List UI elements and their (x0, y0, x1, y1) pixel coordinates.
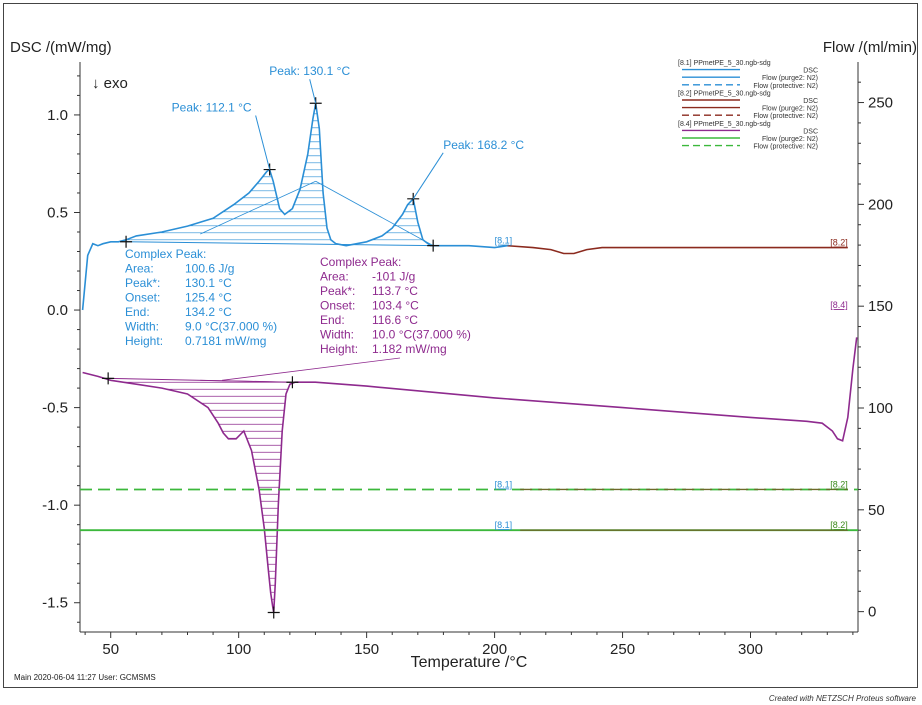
series-line-2 (82, 337, 858, 613)
complex-peak-label: Peak*: (125, 276, 160, 290)
x-tick-label: 300 (738, 641, 763, 658)
legend-entry: Flow (purge2: N2) (762, 75, 818, 82)
y-tick-label-left: 0.5 (47, 204, 68, 221)
legend-header: [8.1] PPmetPE_5_30.ngb-sdg (678, 60, 771, 67)
x-tick-label: 50 (102, 641, 119, 658)
complex-peak-value: 113.7 °C (372, 284, 418, 298)
segment-label: [8.4] (830, 300, 848, 310)
y-tick-label-right: 0 (868, 604, 876, 621)
legend-entry: Flow (protective: N2) (753, 83, 818, 90)
peak-label: Peak: 168.2 °C (443, 138, 524, 152)
peak-label: Peak: 130.1 °C (269, 64, 350, 78)
complex-peak-value: 9.0 °C(37.000 %) (185, 320, 277, 334)
x-axis-label: Temperature /°C (411, 654, 528, 671)
legend-entry: DSC (803, 128, 818, 135)
y-tick-label-left: 0.0 (47, 302, 68, 319)
legend-header: [8.2] PPmetPE_5_30.ngb-sdg (678, 90, 771, 97)
complex-peak-label: End: (125, 305, 150, 319)
segment-label: [8.2] (830, 520, 848, 530)
segment-label: [8.2] (830, 479, 848, 489)
complex-peak-value: 103.4 °C (372, 299, 419, 313)
construction-line (315, 180, 434, 247)
annotations: Peak: 112.1 °C Peak: 130.1 °C Peak: 168.2 … (102, 64, 848, 619)
peak-leader-line (255, 115, 271, 170)
y-tick-label-left: -1.5 (42, 595, 68, 612)
complex-peak-value: 0.7181 mW/mg (185, 334, 266, 348)
legend-entry: Flow (protective: N2) (753, 144, 818, 151)
segment-label: [8.2] (830, 238, 848, 248)
legend-entry: DSC (803, 98, 818, 105)
peak-marker (120, 235, 133, 248)
y-tick-label-right: 150 (868, 298, 893, 315)
complex-peak-value: 130.1 °C (185, 276, 232, 290)
complex-peak-value: 1.182 mW/mg (372, 342, 447, 356)
legend-entry: Flow (purge2: N2) (762, 106, 818, 113)
segment-label: [8.1] (495, 520, 513, 530)
series-line-1 (507, 244, 848, 255)
series (80, 103, 858, 613)
segment-label: [8.1] (495, 479, 513, 489)
construction-line (200, 180, 316, 235)
complex-peak-label: Complex Peak: (320, 255, 401, 269)
axes: 50 100 150 200 250 300 1.0 0.5 0.0 -0.5 -1.0 -1.5 25… (10, 39, 917, 671)
peak-marker (286, 376, 299, 389)
complex-peak-label: Width: (125, 320, 159, 334)
chart-frame (3, 3, 918, 688)
y-tick-label-right: 200 (868, 196, 893, 213)
complex-peak-value: 125.4 °C (185, 291, 232, 305)
complex-peak-value: 100.6 J/g (185, 262, 234, 276)
complex-peak-label: Height: (125, 334, 163, 348)
y-tick-label-left: -1.0 (42, 497, 68, 514)
x-tick-label: 200 (482, 641, 507, 658)
peak-leader-line (412, 152, 444, 200)
complex-peak-value: 116.6 °C (372, 313, 418, 327)
y-axis-label-right: Flow /(ml/min) (823, 39, 917, 56)
complex-peak-value: 134.2 °C (185, 305, 232, 319)
footer-info: Main 2020-06-04 11:27 User: GCMSMS (14, 673, 156, 682)
y-axis-label-left: DSC /(mW/mg) (10, 39, 112, 56)
complex-peak-value: 10.0 °C(37.000 %) (372, 328, 471, 342)
peak-marker (102, 372, 115, 385)
y-tick-label-left: 1.0 (47, 107, 68, 124)
segment-label: [8.1] (495, 236, 513, 246)
x-tick-label: 100 (226, 641, 251, 658)
peak-marker (267, 606, 280, 619)
peak-label: Peak: 112.1 °C (172, 101, 252, 115)
legend-entry: DSC (803, 68, 818, 75)
complex-peak-label: Area: (320, 270, 349, 284)
complex-peak-label: Width: (320, 328, 354, 342)
complex-peak-label: Onset: (125, 291, 160, 305)
peak-area-hatching (108, 106, 434, 607)
complex-peak-label: Complex Peak: (125, 247, 206, 261)
series-line-0 (81, 103, 508, 311)
legend-entry: Flow (purge2: N2) (762, 136, 818, 143)
complex-peak-label: Peak*: (320, 284, 355, 298)
complex-peak-leader (221, 357, 401, 381)
y-tick-label-right: 50 (868, 502, 885, 519)
legend-entry: Flow (protective: N2) (753, 113, 818, 120)
complex-peak-value: -101 J/g (372, 270, 415, 284)
complex-peak-label: End: (320, 313, 345, 327)
exo-indicator: ↓ exo (92, 75, 128, 92)
x-tick-label: 150 (354, 641, 379, 658)
legend-header: [8.4] PPmetPE_5_30.ngb-sdg (678, 121, 771, 128)
complex-peak-label: Area: (125, 262, 154, 276)
peak-marker (263, 163, 276, 176)
y-tick-label-right: 250 (868, 95, 893, 112)
y-tick-label-left: -0.5 (42, 400, 68, 417)
footer-credit: Created with NETZSCH Proteus software (768, 694, 916, 703)
baseline-blue (126, 241, 434, 247)
x-tick-label: 250 (610, 641, 635, 658)
construction-line (200, 379, 293, 383)
complex-peak-label: Height: (320, 342, 358, 356)
peak-marker (309, 97, 322, 110)
peak-leader-line (309, 79, 317, 104)
complex-peak-label: Onset: (320, 299, 355, 313)
y-tick-label-right: 100 (868, 400, 893, 417)
peak-marker (427, 239, 440, 252)
